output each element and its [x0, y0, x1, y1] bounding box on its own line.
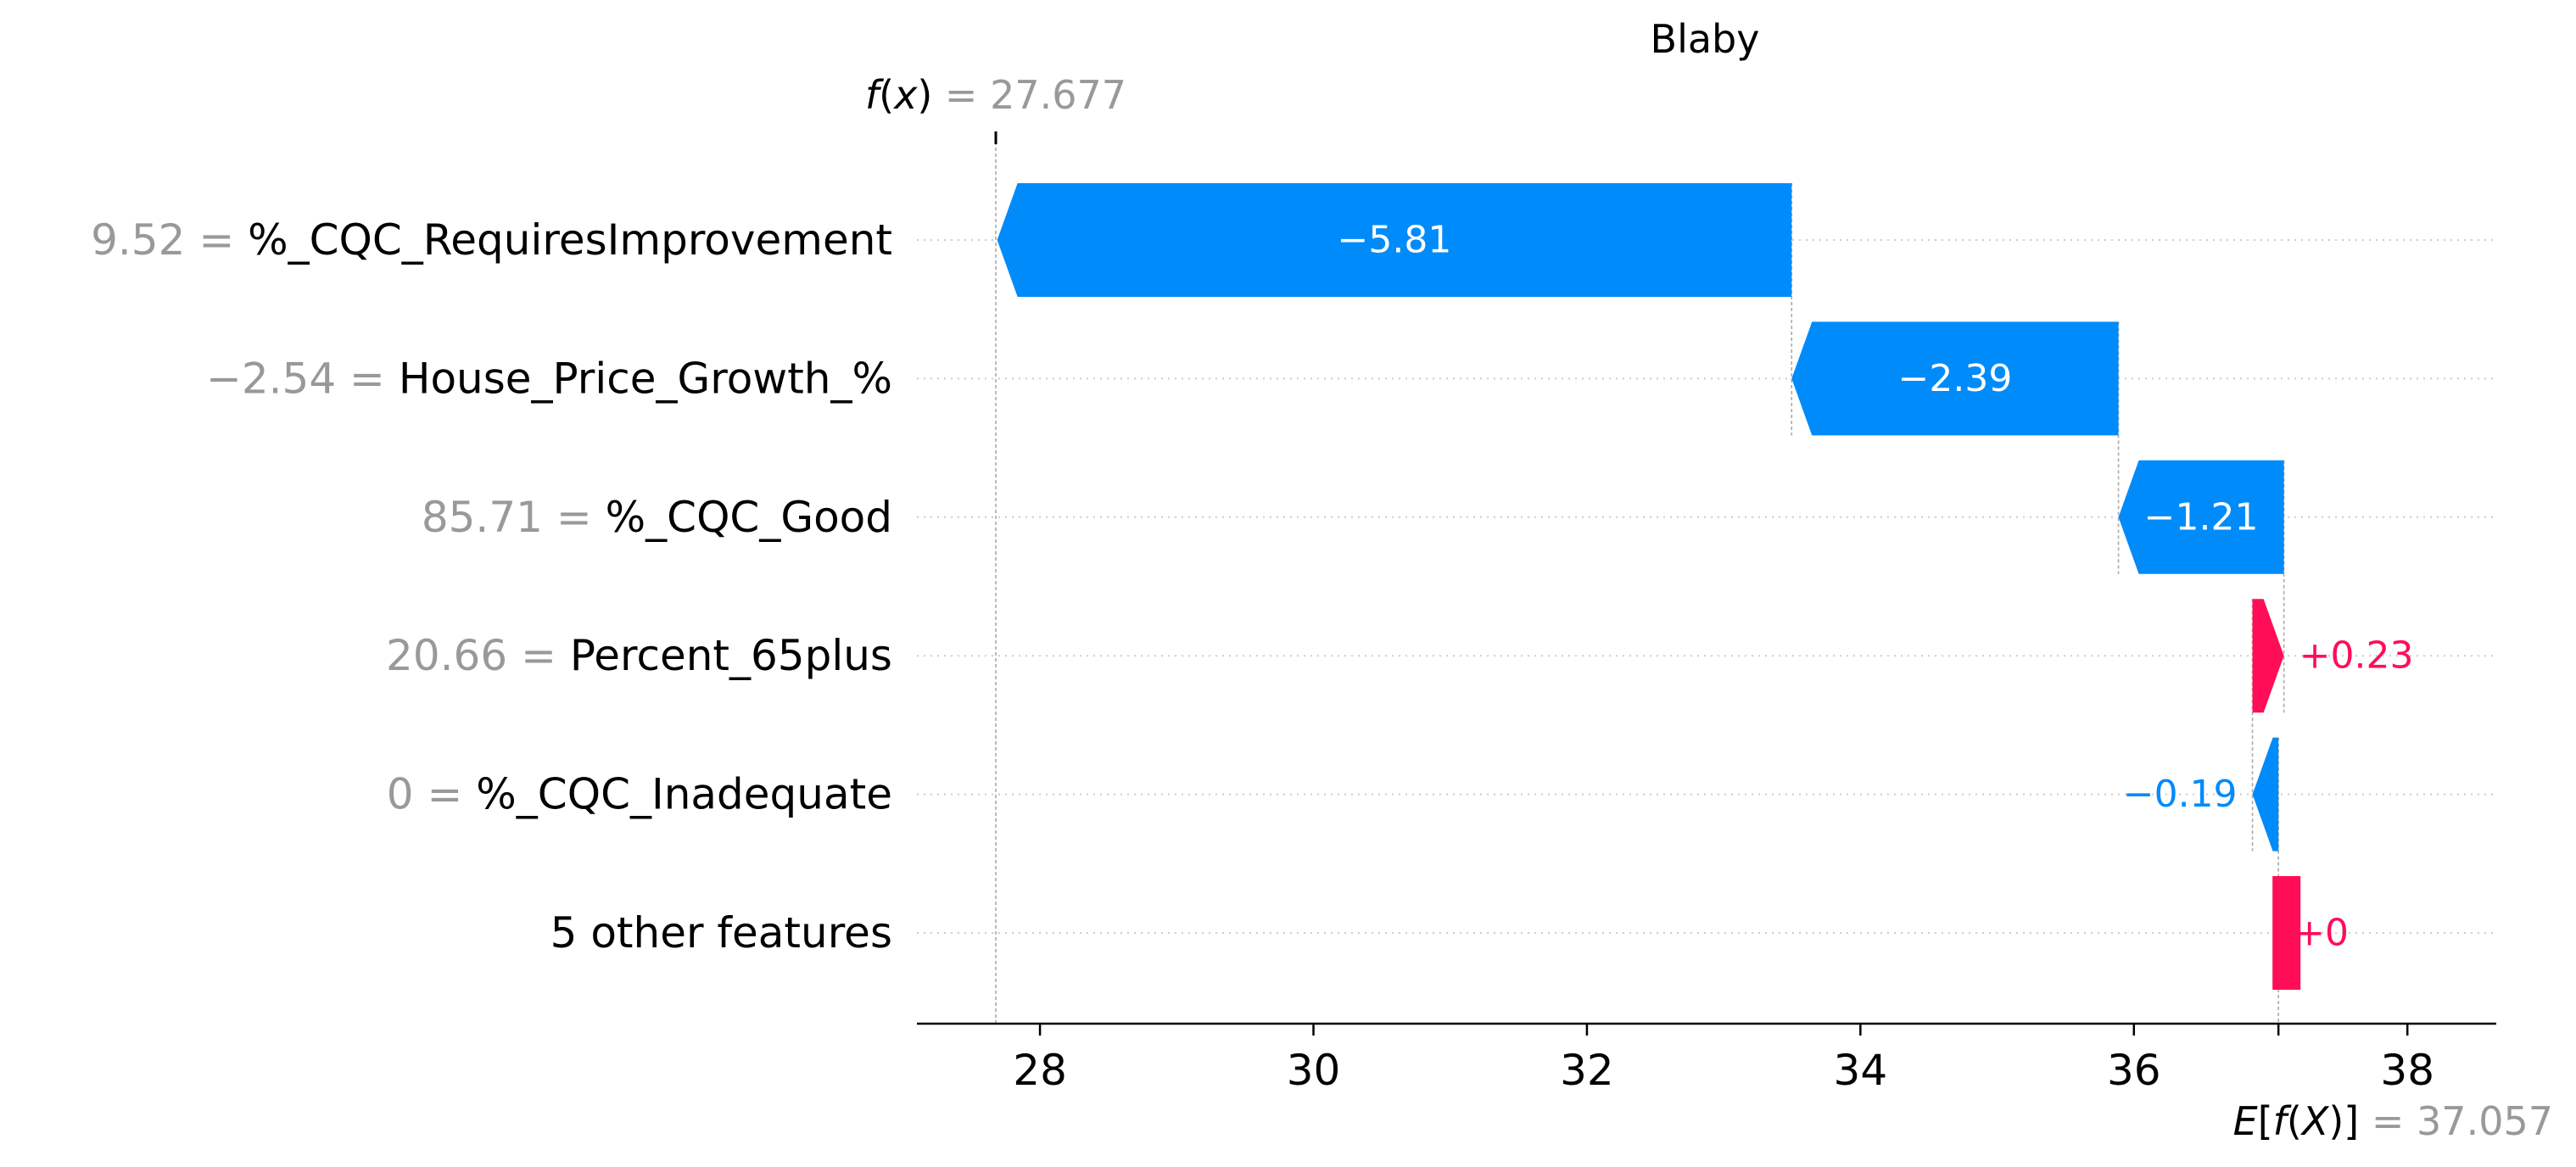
chart-title: Blaby [1651, 16, 1760, 62]
feature-label: 0 = %_CQC_Inadequate [387, 770, 892, 819]
feature-label: −2.54 = House_Price_Growth_% [206, 354, 892, 403]
feature-name: House_Price_Growth_% [399, 354, 892, 403]
contribution-label: −2.39 [1898, 357, 2013, 400]
contribution-label: −1.21 [2144, 495, 2259, 539]
x-tick-label: 36 [2107, 1046, 2161, 1095]
feature-label: 9.52 = %_CQC_RequiresImprovement [91, 215, 892, 265]
contribution-bar [2272, 876, 2301, 990]
feature-name: %_CQC_Inadequate [476, 770, 892, 819]
feature-label: 85.71 = %_CQC_Good [422, 493, 892, 542]
feature-name: %_CQC_Good [606, 493, 892, 542]
contribution-bar [2252, 599, 2284, 713]
feature-value: 9.52 = [91, 215, 248, 265]
fx-label: f(x) = 27.677 [865, 72, 1126, 118]
expected-value-annotation: E[f(X)] = 37.057 [2233, 1024, 2553, 1144]
contribution-label: +0 [2294, 912, 2349, 955]
x-tick-label: 38 [2380, 1046, 2434, 1095]
fx-annotation: f(x) = 27.677 [865, 72, 1126, 144]
feature-name: %_CQC_RequiresImprovement [248, 215, 892, 265]
x-tick-label: 28 [1013, 1046, 1067, 1095]
feature-label: 5 other features [550, 908, 892, 958]
x-tick-label: 30 [1287, 1046, 1341, 1095]
feature-value: 85.71 = [422, 493, 606, 542]
x-tick-label: 34 [1834, 1046, 1888, 1095]
contribution-bar [1791, 321, 2119, 436]
contribution-bar [997, 183, 1792, 297]
base-label: E[f(X)] = 37.057 [2233, 1098, 2553, 1144]
feature-labels: 9.52 = %_CQC_RequiresImprovement −2.54 = … [91, 215, 892, 958]
x-axis: 28 30 32 34 36 38 [917, 1022, 2496, 1095]
feature-value: 20.66 = [386, 631, 570, 680]
feature-value: −2.54 = [206, 354, 399, 403]
feature-value: 0 = [387, 770, 477, 819]
contribution-label: −0.19 [2123, 773, 2238, 816]
contribution-bars: −5.81 −2.39 −1.21 +0.23 −0.19 +0 [997, 183, 2414, 990]
feature-name: 5 other features [550, 908, 892, 958]
contribution-bar [2118, 460, 2284, 574]
x-tick-label: 32 [1560, 1046, 1614, 1095]
contribution-bar [2252, 737, 2279, 852]
grid-lines [917, 239, 2496, 934]
contribution-label: −5.81 [1338, 219, 1452, 262]
feature-name: Percent_65plus [570, 631, 892, 680]
feature-label: 20.66 = Percent_65plus [386, 631, 892, 680]
contribution-label: +0.23 [2299, 634, 2414, 678]
